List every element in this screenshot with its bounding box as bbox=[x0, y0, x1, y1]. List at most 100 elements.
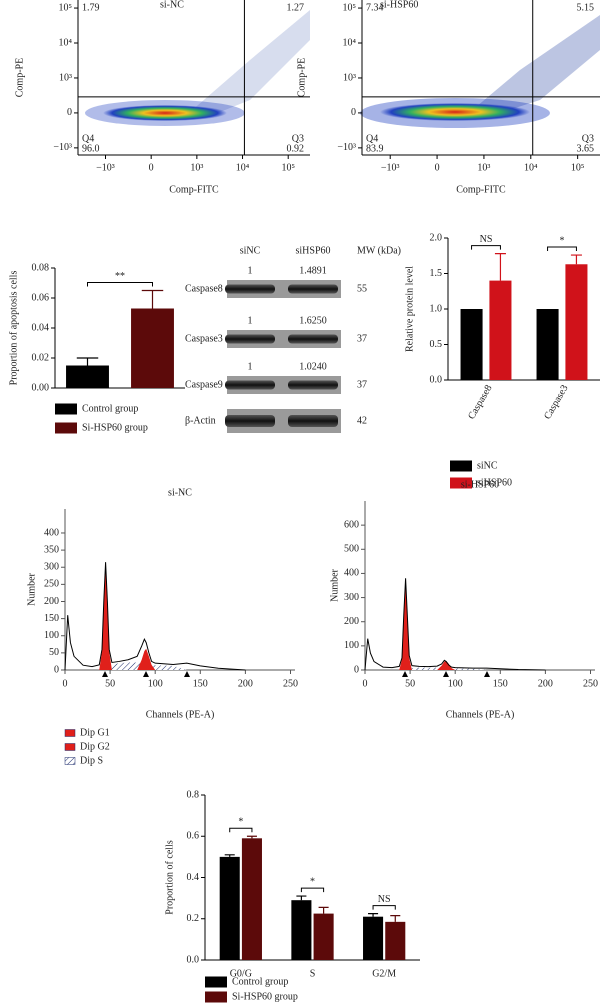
x-axis-label: Comp-FITC bbox=[169, 184, 219, 195]
y-axis-label: Relative protein level bbox=[404, 266, 415, 352]
y-tick-label: 300 bbox=[44, 562, 59, 573]
x-tick-label: 0 bbox=[63, 678, 68, 689]
x-tick-label: 10⁵ bbox=[281, 162, 295, 173]
density-cloud bbox=[85, 10, 600, 128]
y-tick-label: 50 bbox=[49, 647, 59, 658]
y-tick-label: 400 bbox=[44, 527, 59, 538]
quadrant-name: Q3 bbox=[582, 133, 594, 144]
bar bbox=[66, 365, 109, 388]
y-tick-label: 10⁴ bbox=[59, 37, 73, 48]
x-tick-label: 200 bbox=[538, 678, 553, 689]
legend-swatch bbox=[64, 743, 76, 751]
x-tick-label: 50 bbox=[105, 678, 115, 689]
y-tick-label: 200 bbox=[344, 616, 359, 627]
y-axis-label: Proportion of apoptosis cells bbox=[8, 271, 19, 386]
legend-label: Control group bbox=[232, 976, 288, 987]
legend-label: Dip G2 bbox=[80, 741, 110, 752]
band bbox=[225, 380, 275, 390]
legend-label: Si-HSP60 group bbox=[82, 422, 148, 433]
plot-title: si-NC bbox=[160, 0, 184, 10]
x-tick-label: G0/G bbox=[230, 968, 252, 979]
y-axis-label: Number bbox=[329, 568, 340, 601]
bar bbox=[489, 280, 512, 380]
legend-label: Dip G1 bbox=[80, 727, 110, 738]
bar bbox=[363, 916, 384, 960]
significance-label: ** bbox=[115, 271, 125, 282]
x-tick-label: −10³ bbox=[96, 162, 115, 173]
x-tick-label: Caspase8 bbox=[466, 383, 494, 421]
x-tick-label: 10⁴ bbox=[236, 162, 250, 173]
quantification: 1.6250 bbox=[299, 315, 327, 326]
y-tick-label: 10⁴ bbox=[343, 37, 357, 48]
y-tick-label: 200 bbox=[44, 596, 59, 607]
band bbox=[225, 334, 275, 344]
error-bar bbox=[246, 835, 257, 839]
legend-label: Dip S bbox=[80, 755, 103, 766]
legend-swatch bbox=[64, 729, 76, 737]
y-tick-label: 0 bbox=[351, 107, 356, 118]
y-tick-label: −10³ bbox=[53, 142, 72, 153]
band bbox=[225, 284, 275, 294]
molecular-weight: 55 bbox=[357, 283, 367, 294]
y-tick-label: 400 bbox=[344, 568, 359, 579]
bar bbox=[241, 838, 262, 960]
peak-markers bbox=[102, 671, 490, 677]
y-tick-label: 0.2 bbox=[187, 913, 200, 924]
x-tick-label: 250 bbox=[283, 678, 298, 689]
error-bar bbox=[296, 895, 307, 901]
y-tick-label: 0.02 bbox=[32, 352, 50, 363]
x-tick-label: 100 bbox=[148, 678, 163, 689]
band bbox=[225, 415, 275, 427]
x-tick-label: 250 bbox=[583, 678, 598, 689]
molecular-weight: 37 bbox=[357, 333, 367, 344]
y-axis-label: Comp-PE bbox=[296, 58, 307, 97]
significance-bracket bbox=[372, 905, 396, 910]
y-tick-label: 0 bbox=[354, 664, 359, 675]
y-axis-label: Comp-PE bbox=[14, 58, 25, 97]
y-tick-label: 10⁵ bbox=[59, 2, 73, 13]
legend-swatch bbox=[55, 422, 77, 434]
significance-label: NS bbox=[480, 234, 493, 245]
y-tick-label: 150 bbox=[44, 613, 59, 624]
y-tick-label: 250 bbox=[44, 579, 59, 590]
y-tick-label: 2.0 bbox=[430, 232, 443, 243]
x-tick-label: 150 bbox=[193, 678, 208, 689]
x-tick-label: Caspase3 bbox=[542, 383, 570, 421]
y-tick-label: 10⁵ bbox=[343, 2, 357, 13]
y-tick-label: 500 bbox=[344, 544, 359, 555]
histogram-line bbox=[64, 562, 246, 671]
row-label: Caspase8 bbox=[185, 283, 223, 294]
x-tick-label: 50 bbox=[405, 678, 415, 689]
legend-label: Si-HSP60 group bbox=[232, 991, 298, 1002]
quadrant-value: 1.27 bbox=[287, 2, 305, 13]
y-tick-label: 600 bbox=[344, 519, 359, 530]
significance-bracket bbox=[87, 282, 153, 287]
error-bar bbox=[570, 254, 582, 265]
band bbox=[288, 415, 338, 427]
y-tick-label: 0.0 bbox=[430, 374, 443, 385]
y-tick-label: 100 bbox=[344, 640, 359, 651]
x-axis-label: Channels (PE-A) bbox=[446, 709, 515, 720]
molecular-weight: 42 bbox=[357, 415, 367, 426]
bar bbox=[219, 856, 240, 960]
y-tick-label: 0.5 bbox=[430, 339, 443, 350]
quadrant-value: 3.65 bbox=[577, 143, 595, 154]
quantification: 1 bbox=[248, 265, 253, 276]
significance-label: NS bbox=[378, 894, 391, 905]
row-label: Caspase9 bbox=[185, 379, 223, 390]
molecular-weight: 37 bbox=[357, 379, 367, 390]
y-tick-label: −10³ bbox=[337, 142, 356, 153]
x-tick-label: 0 bbox=[149, 162, 154, 173]
bar bbox=[385, 921, 406, 960]
x-tick-label: 0 bbox=[363, 678, 368, 689]
x-tick-label: −10³ bbox=[381, 162, 400, 173]
legend-label: siHSP60 bbox=[477, 477, 512, 488]
plot-title: si-HSP60 bbox=[461, 479, 499, 490]
y-tick-label: 300 bbox=[344, 592, 359, 603]
bar bbox=[565, 264, 588, 380]
error-bar bbox=[76, 357, 99, 366]
x-tick-label: 10³ bbox=[477, 162, 490, 173]
legend-swatch bbox=[205, 991, 227, 1003]
row-label: β-Actin bbox=[185, 415, 216, 426]
